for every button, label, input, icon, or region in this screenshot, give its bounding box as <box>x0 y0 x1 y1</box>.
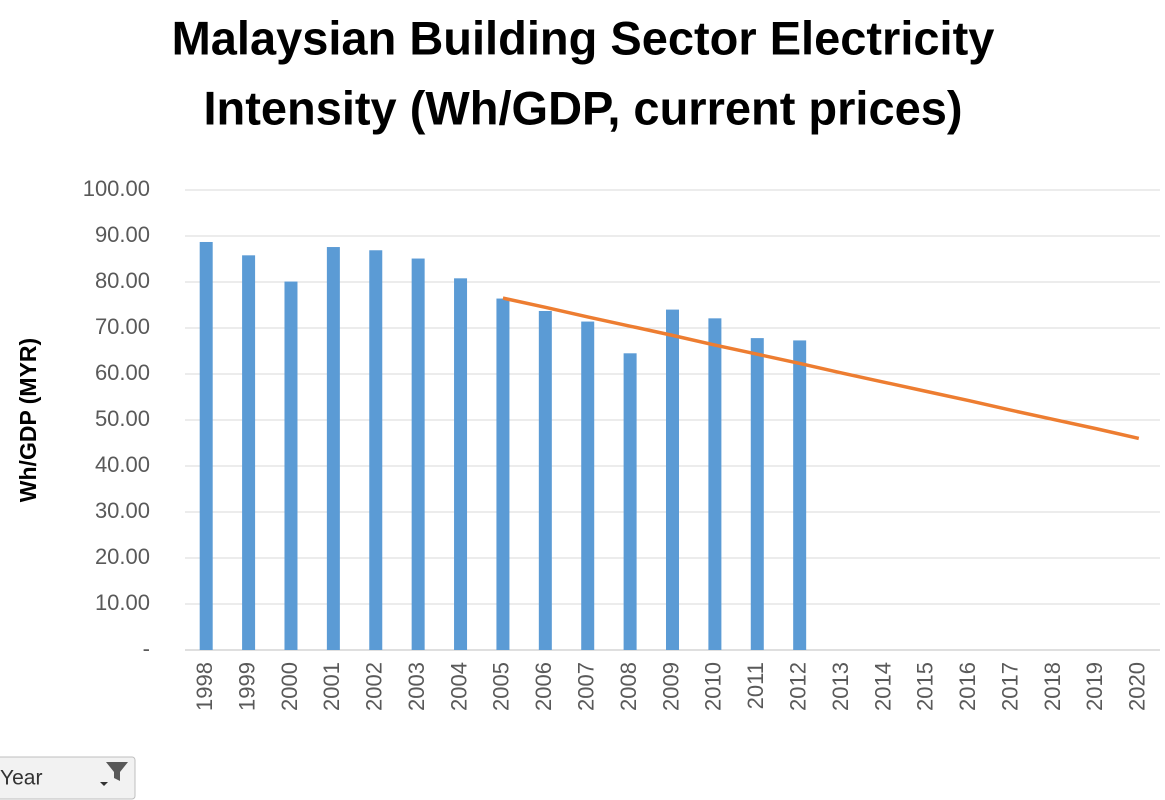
y-tick-label: - <box>143 636 150 661</box>
x-tick-label: 2005 <box>489 662 514 711</box>
bar <box>538 310 552 650</box>
chart-title: Malaysian Building Sector Electricity <box>172 11 995 64</box>
bar <box>496 298 510 650</box>
bar <box>708 318 722 650</box>
x-tick-label: 2015 <box>913 662 938 711</box>
bar <box>242 255 256 650</box>
x-tick-label: 2020 <box>1125 662 1150 711</box>
y-tick-label: 50.00 <box>95 406 150 431</box>
x-tick-label: 2013 <box>828 662 853 711</box>
y-tick-label: 20.00 <box>95 544 150 569</box>
y-tick-label: 40.00 <box>95 452 150 477</box>
x-tick-label: 2006 <box>531 662 556 711</box>
filter-button[interactable]: Year <box>0 756 136 800</box>
x-tick-label: 2016 <box>955 662 980 711</box>
bar <box>284 281 298 650</box>
x-tick-label: 2010 <box>701 662 726 711</box>
bar <box>750 338 764 650</box>
bar <box>793 340 807 650</box>
button-label[interactable]: Year <box>0 767 42 790</box>
filter-icon[interactable] <box>106 762 128 781</box>
chart-title: Intensity (Wh/GDP, current prices) <box>203 81 962 134</box>
x-tick-label: 2008 <box>616 662 641 711</box>
x-tick-label: 2018 <box>1040 662 1065 711</box>
bar <box>369 250 383 650</box>
bar <box>666 309 679 650</box>
x-tick-label: 2011 <box>743 662 768 709</box>
x-tick-label: 2007 <box>574 662 599 711</box>
x-tick-label: 2000 <box>277 662 302 711</box>
bar <box>581 321 595 650</box>
x-tick-label: 2019 <box>1082 662 1107 711</box>
trend-line <box>502 296 1140 441</box>
x-tick-label: 1998 <box>192 662 217 711</box>
x-tick-label: 2009 <box>658 662 683 711</box>
y-tick-label: 90.00 <box>95 222 150 247</box>
y-tick-label: 100.00 <box>83 176 150 201</box>
x-tick-label: 2004 <box>446 662 471 711</box>
x-tick-label: 2012 <box>785 662 810 711</box>
y-tick-label: 60.00 <box>95 360 150 385</box>
x-tick-label: 2002 <box>362 662 387 711</box>
x-tick-label: 2001 <box>319 662 344 711</box>
x-tick-label: 2003 <box>404 662 429 711</box>
bar <box>411 258 425 650</box>
y-tick-label: 10.00 <box>95 590 150 615</box>
y-tick-label: 70.00 <box>95 314 150 339</box>
button-frame[interactable] <box>0 756 136 800</box>
dropdown-icon[interactable] <box>100 782 108 786</box>
x-tick-label: 1999 <box>234 662 259 711</box>
x-tick-label: 2017 <box>997 662 1022 711</box>
bar <box>199 241 213 651</box>
y-axis-label: Wh/GDP (MYR) <box>15 338 41 502</box>
bar <box>454 278 468 650</box>
bar <box>326 247 340 651</box>
bar <box>623 353 637 650</box>
y-tick-label: 80.00 <box>95 268 150 293</box>
y-tick-label: 30.00 <box>95 498 150 523</box>
x-tick-label: 2014 <box>870 662 895 711</box>
